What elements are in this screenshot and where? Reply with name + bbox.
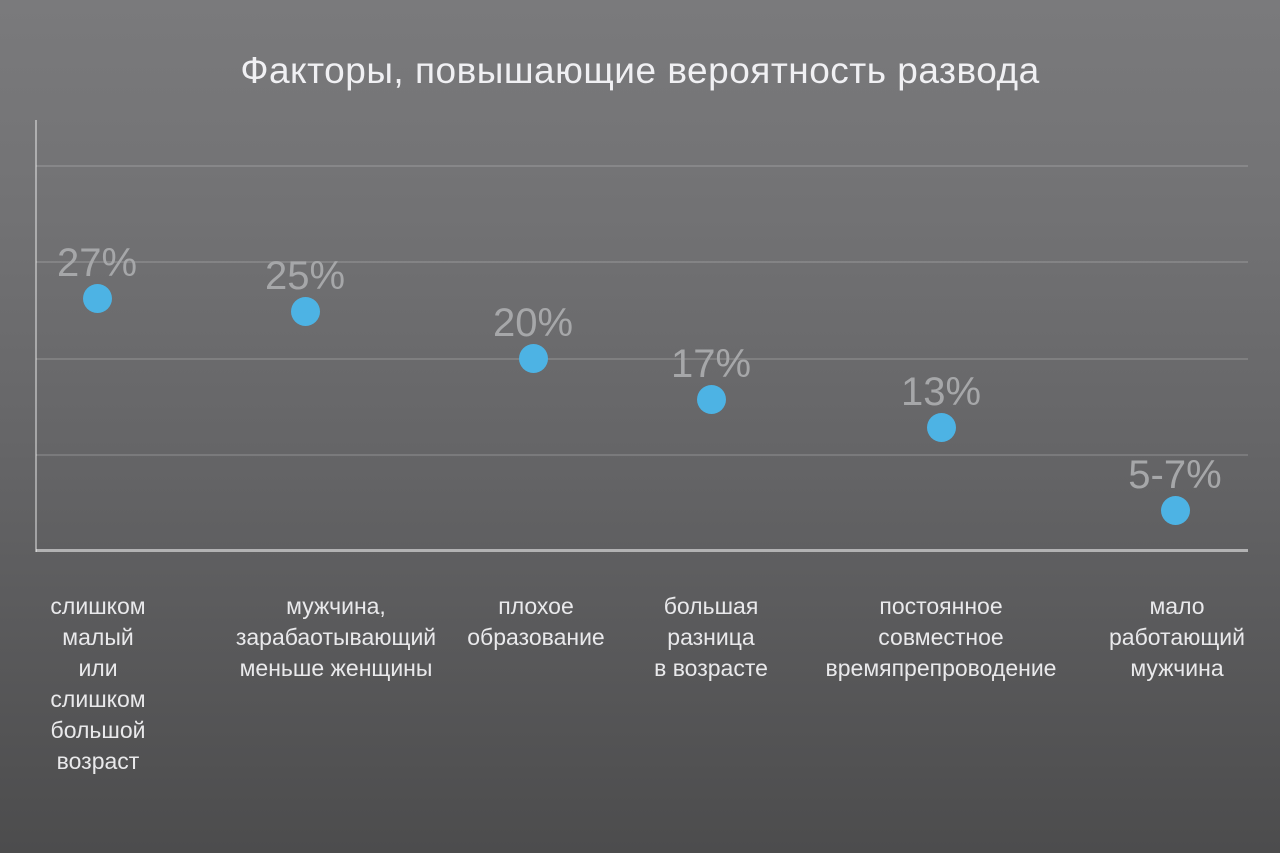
data-point: [696, 384, 726, 414]
gridline-40%: [36, 165, 1248, 167]
data-point: [926, 412, 956, 442]
gridline-20%: [36, 357, 1248, 360]
gridline-10%: [36, 453, 1248, 456]
category-label: мало работающий мужчина: [1109, 593, 1245, 681]
value-label: 13%: [900, 370, 982, 414]
value-label: 17%: [670, 342, 752, 386]
data-point: [518, 343, 548, 373]
category-label: мужчина, зарабаотывающий меньше женщины: [235, 593, 437, 681]
value-label: 27%: [56, 241, 138, 285]
value-label: 25%: [264, 254, 346, 298]
category-label: слишком малый или слишком большой возрас…: [50, 593, 146, 774]
value-label: 5-7%: [1128, 453, 1222, 497]
gridline-30%: [36, 261, 1248, 264]
category-label: большая разница в возрасте: [654, 593, 768, 681]
value-label: 20%: [492, 301, 574, 345]
y-axis-line: [35, 120, 37, 552]
data-point: [1160, 495, 1190, 525]
data-point: [82, 283, 112, 313]
category-label: плохое образование: [467, 593, 605, 650]
x-axis-line: [36, 549, 1248, 552]
data-point: [290, 296, 320, 326]
category-label: постоянное совместное времяпрепроводение: [825, 593, 1057, 681]
chart-title: Факторы, повышающие вероятность развода: [240, 50, 1040, 91]
